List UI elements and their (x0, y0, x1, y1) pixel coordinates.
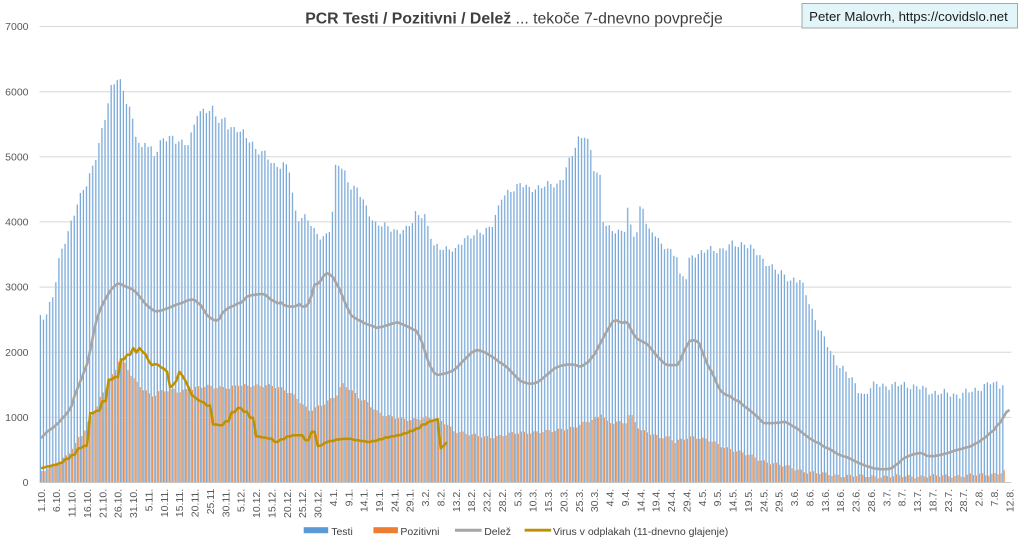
svg-text:16.10.: 16.10. (82, 489, 94, 518)
svg-text:25.3.: 25.3. (574, 489, 586, 512)
svg-text:3000: 3000 (5, 282, 29, 294)
svg-text:9.4.: 9.4. (620, 489, 632, 507)
svg-text:19.1.: 19.1. (374, 489, 386, 512)
svg-text:25.12.: 25.12. (297, 489, 309, 518)
svg-text:30.12.: 30.12. (313, 489, 325, 518)
svg-text:24.1.: 24.1. (389, 489, 401, 512)
svg-text:Delež: Delež (484, 526, 511, 538)
svg-text:5.3.: 5.3. (512, 489, 524, 507)
svg-text:6000: 6000 (5, 86, 29, 98)
svg-text:7000: 7000 (5, 21, 29, 33)
svg-text:28.7.: 28.7. (958, 489, 970, 512)
svg-text:29.5.: 29.5. (774, 489, 786, 512)
svg-text:19.5.: 19.5. (743, 489, 755, 512)
svg-text:3.6.: 3.6. (789, 489, 801, 507)
svg-text:PCR Testi / Pozitivni / Delež: PCR Testi / Pozitivni / Delež ... tekoče… (305, 11, 723, 28)
svg-text:13.7.: 13.7. (912, 489, 924, 512)
svg-text:Testi: Testi (331, 526, 353, 538)
svg-text:14.5.: 14.5. (728, 489, 740, 512)
svg-text:12.8.: 12.8. (1004, 489, 1016, 512)
svg-text:28.6.: 28.6. (866, 489, 878, 512)
svg-text:2000: 2000 (5, 347, 29, 359)
svg-text:30.3.: 30.3. (589, 489, 601, 512)
svg-text:15.3.: 15.3. (543, 489, 555, 512)
svg-text:31.10.: 31.10. (128, 489, 140, 518)
svg-text:9.5.: 9.5. (712, 489, 724, 507)
svg-text:5.12.: 5.12. (236, 489, 248, 512)
svg-text:15.11.: 15.11. (174, 489, 186, 517)
svg-text:13.2.: 13.2. (451, 489, 463, 512)
svg-text:23.2.: 23.2. (482, 489, 494, 512)
svg-text:23.7.: 23.7. (943, 489, 955, 512)
svg-text:1.10.: 1.10. (36, 489, 48, 512)
svg-text:10.12.: 10.12. (251, 489, 263, 518)
svg-text:4.5.: 4.5. (697, 489, 709, 507)
svg-text:30.11.: 30.11. (220, 489, 232, 517)
svg-text:14.4.: 14.4. (635, 489, 647, 512)
svg-text:4.1.: 4.1. (328, 489, 340, 507)
svg-text:26.10.: 26.10. (113, 489, 125, 518)
svg-text:10.11.: 10.11. (159, 489, 171, 517)
svg-text:10.3.: 10.3. (528, 489, 540, 512)
svg-text:9.1.: 9.1. (343, 489, 355, 507)
svg-text:4.4.: 4.4. (605, 489, 617, 507)
svg-text:18.6.: 18.6. (835, 489, 847, 512)
svg-text:29.4.: 29.4. (682, 489, 694, 512)
svg-text:5000: 5000 (5, 151, 29, 163)
svg-text:7.8.: 7.8. (989, 489, 1001, 507)
svg-text:2.8.: 2.8. (974, 489, 986, 507)
svg-text:24.5.: 24.5. (758, 489, 770, 512)
svg-text:5.11.: 5.11. (143, 489, 155, 512)
svg-text:15.12.: 15.12. (266, 489, 278, 518)
svg-text:Pozitivni: Pozitivni (400, 526, 439, 538)
svg-text:11.10.: 11.10. (67, 489, 79, 517)
svg-text:6.10.: 6.10. (51, 489, 63, 512)
svg-text:8.7.: 8.7. (897, 489, 909, 507)
svg-text:13.6.: 13.6. (820, 489, 832, 512)
svg-text:3.2.: 3.2. (420, 489, 432, 507)
svg-text:20.12.: 20.12. (282, 489, 294, 518)
svg-text:23.6.: 23.6. (851, 489, 863, 512)
svg-text:8.6.: 8.6. (804, 489, 816, 507)
svg-text:1000: 1000 (5, 412, 29, 424)
svg-text:3.7.: 3.7. (881, 489, 893, 507)
svg-text:20.11.: 20.11. (190, 489, 202, 517)
svg-text:19.4.: 19.4. (651, 489, 663, 512)
svg-text:28.2.: 28.2. (497, 489, 509, 512)
svg-text:18.2.: 18.2. (466, 489, 478, 512)
svg-text:25.11: 25.11 (205, 489, 217, 515)
svg-text:Peter Malovrh, https://covidsl: Peter Malovrh, https://covidslo.net (809, 9, 1008, 24)
svg-text:24.4.: 24.4. (666, 489, 678, 512)
svg-text:29.1.: 29.1. (405, 489, 417, 512)
svg-text:4000: 4000 (5, 217, 29, 229)
svg-text:18.7.: 18.7. (927, 489, 939, 512)
svg-text:21.10.: 21.10. (97, 489, 109, 518)
svg-text:14.1.: 14.1. (359, 489, 371, 512)
svg-text:Virus v odplakah (11-dnevno gl: Virus v odplakah (11-dnevno glajenje) (553, 526, 728, 538)
svg-text:0: 0 (23, 477, 29, 489)
svg-text:20.3.: 20.3. (559, 489, 571, 512)
svg-text:8.2.: 8.2. (436, 489, 448, 507)
